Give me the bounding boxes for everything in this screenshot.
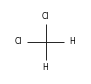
Text: Cl: Cl <box>42 12 49 21</box>
Text: Cl: Cl <box>15 37 22 47</box>
Text: H: H <box>70 37 75 47</box>
Text: H: H <box>43 63 48 72</box>
